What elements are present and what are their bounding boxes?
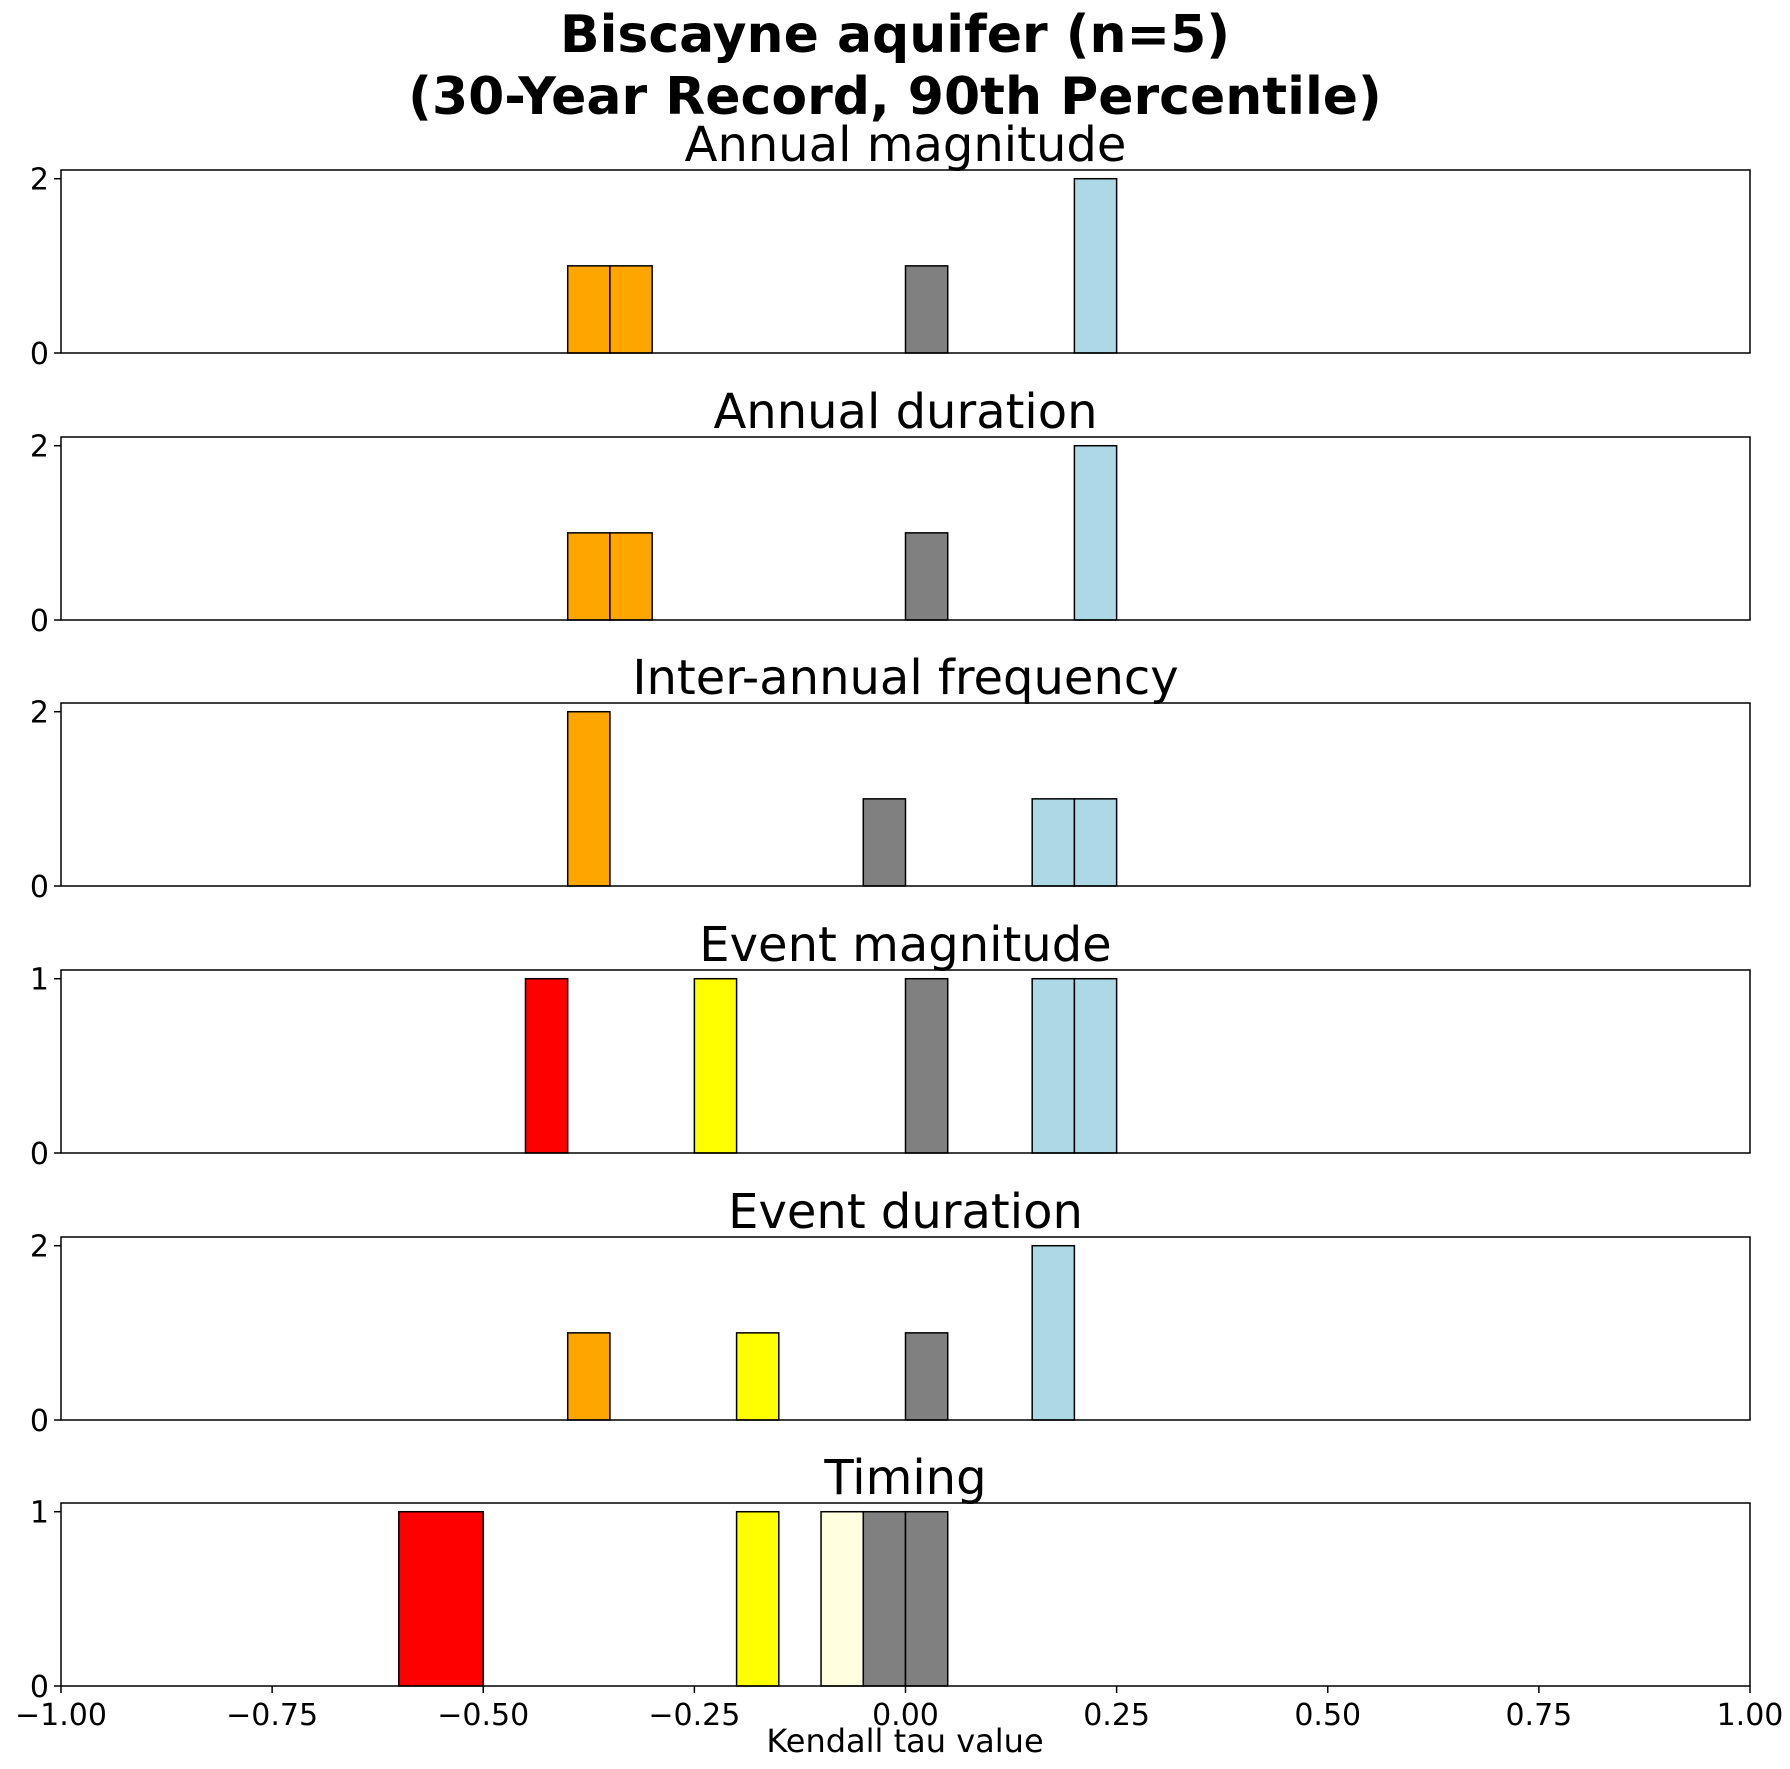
histogram-bar	[609, 265, 653, 354]
histogram-bar	[904, 1510, 949, 1687]
panel-annual-magnitude: Annual magnitude 0 2	[30, 117, 1751, 372]
histogram-bar	[398, 1510, 484, 1687]
panel-event-duration: Event duration 0 2	[30, 1184, 1751, 1439]
histogram-bar	[904, 265, 949, 354]
y-tick-label: 2	[30, 696, 49, 731]
panel-event-magnitude: Event magnitude 0 1	[30, 917, 1751, 1172]
histogram-bar	[735, 1510, 780, 1687]
histogram-bar	[1073, 977, 1118, 1154]
panel-title: Timing	[823, 1450, 986, 1506]
x-tick-label: −0.50	[437, 1698, 529, 1733]
figure-title-line2: (30-Year Record, 90th Percentile)	[408, 67, 1382, 127]
histogram-bar	[904, 1332, 949, 1421]
histogram-bar	[1031, 798, 1076, 887]
y-tick-label: 0	[30, 337, 49, 372]
x-tick-label: 0.00	[872, 1698, 939, 1733]
axes-frame	[60, 1236, 1751, 1421]
histogram-bar	[566, 532, 611, 621]
histogram-bar	[609, 532, 653, 621]
panel-title: Event magnitude	[699, 917, 1111, 973]
x-tick-label: −0.25	[648, 1698, 740, 1733]
x-tick-label: 0.50	[1294, 1698, 1361, 1733]
y-tick-label: 1	[30, 1496, 49, 1531]
y-tick-label: 0	[30, 604, 49, 639]
figure-title-line1: Biscayne aquifer (n=5)	[560, 5, 1230, 65]
y-tick-label: 1	[30, 963, 49, 998]
panel-title: Event duration	[728, 1184, 1083, 1240]
y-tick-label: 0	[30, 1404, 49, 1439]
histogram-bar	[566, 710, 611, 887]
histogram-bar	[1073, 444, 1118, 621]
panel-title: Inter-annual frequency	[632, 650, 1178, 706]
axes-frame	[60, 436, 1751, 621]
x-tick-label: 0.25	[1083, 1698, 1150, 1733]
histogram-bar	[862, 1510, 907, 1687]
histogram-bar	[904, 977, 949, 1154]
y-tick-label: 0	[30, 870, 49, 905]
histogram-bar	[1031, 1244, 1076, 1421]
histogram-bar	[693, 977, 738, 1154]
y-tick-label: 2	[30, 1230, 49, 1265]
x-tick-label: 0.75	[1505, 1698, 1572, 1733]
y-tick-label: 2	[30, 163, 49, 198]
axes-frame	[60, 969, 1751, 1154]
panel-annual-duration: Annual duration 0 2	[30, 384, 1751, 639]
histogram-bar	[566, 1332, 611, 1421]
histogram-bar	[735, 1332, 780, 1421]
axes-frame	[60, 169, 1751, 354]
histogram-bar	[1073, 798, 1118, 887]
histogram-bar	[1031, 977, 1076, 1154]
y-tick-label: 0	[30, 1670, 49, 1705]
histogram-bar	[566, 265, 611, 354]
histogram-bar	[524, 977, 569, 1154]
histogram-bar	[862, 798, 907, 887]
axes-frame	[60, 702, 1751, 887]
histogram-bar	[1073, 177, 1118, 354]
y-tick-label: 0	[30, 1137, 49, 1172]
panel-timing: Timing 0 1 −1.00 −0.75 −0.50 −0.25 0.00 0.25 0.50…	[15, 1450, 1783, 1733]
y-tick-label: 2	[30, 430, 49, 465]
x-axis-label: Kendall tau value	[766, 1722, 1043, 1760]
panel-title: Annual duration	[713, 384, 1097, 440]
panel-inter-annual-frequency: Inter-annual frequency 0 2	[30, 650, 1751, 905]
histogram-bar	[904, 532, 949, 621]
panel-title: Annual magnitude	[685, 117, 1127, 173]
x-tick-label: −1.00	[15, 1698, 107, 1733]
x-tick-label: −0.75	[226, 1698, 318, 1733]
x-tick-label: 1.00	[1717, 1698, 1784, 1733]
histogram-bar	[820, 1510, 865, 1687]
